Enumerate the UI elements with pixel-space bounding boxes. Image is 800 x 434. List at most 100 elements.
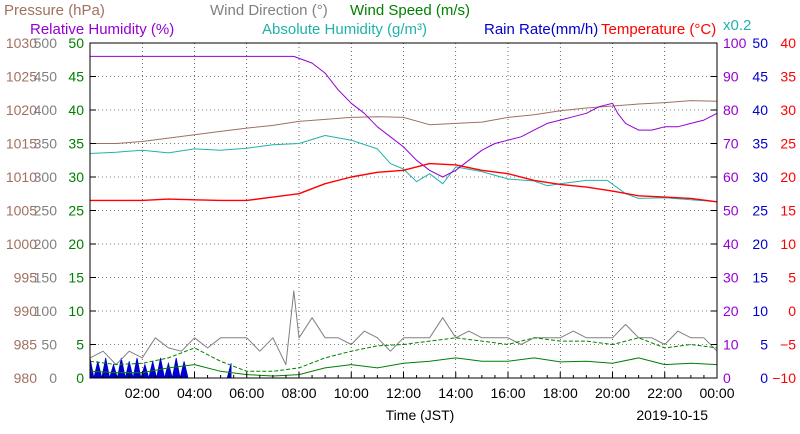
tick-wind_direction: 0 [49, 370, 57, 386]
tick-temperature: 15 [780, 203, 796, 219]
tick-pressure: 995 [14, 270, 38, 286]
tick-pressure: 980 [14, 370, 38, 386]
tick-pressure: 990 [14, 303, 38, 319]
series-wind-speed-gust-m-s [89, 337, 718, 372]
tick-wind_speed: 50 [68, 35, 84, 51]
tick-rain_rate: 0 [760, 370, 768, 386]
tick-wind_speed: 5 [76, 337, 84, 353]
series-relative-humidity [90, 55, 718, 178]
title-absolute-humidity: Absolute Humidity (g/m³) [262, 21, 427, 38]
tick-wind_speed: 15 [68, 270, 84, 286]
x-tick-label: 04:00 [177, 385, 212, 401]
tick-relative_humidity: 10 [723, 337, 739, 353]
tick-temperature: 40 [780, 35, 796, 51]
x-tick-label: 22:00 [647, 385, 682, 401]
x-tick-label: 20:00 [595, 385, 630, 401]
grid [90, 43, 717, 378]
title-rain-rate: Rain Rate(mm/h) [484, 21, 598, 38]
tick-temperature: −10 [772, 370, 796, 386]
x-tick-label: 08:00 [281, 385, 316, 401]
tick-temperature: 5 [788, 270, 796, 286]
tick-relative_humidity: 50 [723, 203, 739, 219]
tick-relative_humidity: 70 [723, 136, 739, 152]
x-axis: 02:00 04:00 06:00 08:00 10:00 12:00 14:00 16:00… [102, 372, 735, 401]
tick-rain_rate: 30 [752, 169, 768, 185]
series-wind-speed-m-s [89, 357, 718, 377]
tick-temperature: 10 [780, 236, 796, 252]
x-axis-label: Time (JST) [386, 407, 455, 423]
title-relative-humidity: Relative Humidity (%) [30, 21, 174, 38]
series-layer [89, 55, 718, 380]
tick-relative_humidity: 80 [723, 102, 739, 118]
series-pressure-hpa [90, 100, 718, 144]
right-axes: 0102030405060708090100051015202530354045… [711, 35, 796, 386]
tick-wind_direction: 450 [34, 69, 58, 85]
tick-temperature: −5 [780, 337, 796, 353]
x-tick-label: 14:00 [438, 385, 473, 401]
x-tick-label: 00:00 [699, 385, 734, 401]
tick-relative_humidity: 40 [723, 236, 739, 252]
tick-pressure: 1005 [6, 203, 37, 219]
tick-rain_rate: 45 [752, 69, 768, 85]
tick-wind_direction: 100 [34, 303, 58, 319]
tick-relative_humidity: 0 [723, 370, 731, 386]
tick-wind_speed: 0 [76, 370, 84, 386]
tick-rain_rate: 50 [752, 35, 768, 51]
tick-rain_rate: 40 [752, 102, 768, 118]
tick-temperature: 30 [780, 102, 796, 118]
absolute-humidity-scale-note: x0.2 [723, 17, 751, 34]
tick-relative_humidity: 100 [723, 35, 747, 51]
series-temperature-c [90, 162, 718, 203]
tick-wind_speed: 45 [68, 69, 84, 85]
tick-wind_direction: 250 [34, 203, 58, 219]
tick-pressure: 1015 [6, 136, 37, 152]
tick-temperature: 20 [780, 169, 796, 185]
tick-rain_rate: 15 [752, 270, 768, 286]
tick-wind_speed: 20 [68, 236, 84, 252]
tick-wind_speed: 25 [68, 203, 84, 219]
x-tick-label: 02:00 [125, 385, 160, 401]
tick-pressure: 1010 [6, 169, 37, 185]
tick-wind_direction: 500 [34, 35, 58, 51]
left-axes: 9809859909951000100510101015102010251030… [6, 35, 96, 386]
tick-wind_direction: 350 [34, 136, 58, 152]
series-absolute-humidity-g-m [89, 135, 718, 203]
tick-wind_speed: 30 [68, 169, 84, 185]
tick-wind_speed: 40 [68, 102, 84, 118]
tick-wind_direction: 400 [34, 102, 58, 118]
tick-wind_direction: 50 [41, 337, 57, 353]
title-wind-direction: Wind Direction (°) [210, 2, 328, 19]
title-pressure: Pressure (hPa) [4, 2, 105, 19]
tick-relative_humidity: 20 [723, 303, 739, 319]
tick-temperature: 0 [788, 303, 796, 319]
title-temperature: Temperature (°C) [601, 21, 716, 38]
tick-rain_rate: 10 [752, 303, 768, 319]
chart-date: 2019-10-15 [636, 407, 708, 423]
tick-rain_rate: 5 [760, 337, 768, 353]
title-wind-speed: Wind Speed (m/s) [350, 2, 470, 19]
x-tick-label: 10:00 [334, 385, 369, 401]
tick-rain_rate: 35 [752, 136, 768, 152]
chart-title-row: Pressure (hPa) Wind Direction (°) Wind S… [4, 2, 751, 38]
tick-wind_direction: 200 [34, 236, 58, 252]
tick-wind_speed: 35 [68, 136, 84, 152]
tick-temperature: 35 [780, 69, 796, 85]
tick-wind_speed: 10 [68, 303, 84, 319]
tick-temperature: 25 [780, 136, 796, 152]
x-tick-label: 06:00 [229, 385, 264, 401]
tick-rain_rate: 25 [752, 203, 768, 219]
tick-wind_direction: 150 [34, 270, 58, 286]
x-tick-label: 18:00 [543, 385, 578, 401]
tick-relative_humidity: 90 [723, 69, 739, 85]
tick-pressure: 985 [14, 337, 38, 353]
series-rain-rate-mm-h [89, 357, 232, 380]
tick-pressure: 1030 [6, 35, 37, 51]
tick-wind_direction: 300 [34, 169, 58, 185]
x-tick-label: 12:00 [386, 385, 421, 401]
tick-relative_humidity: 30 [723, 270, 739, 286]
tick-relative_humidity: 60 [723, 169, 739, 185]
tick-pressure: 1000 [6, 236, 37, 252]
x-tick-label: 16:00 [490, 385, 525, 401]
tick-pressure: 1020 [6, 102, 37, 118]
